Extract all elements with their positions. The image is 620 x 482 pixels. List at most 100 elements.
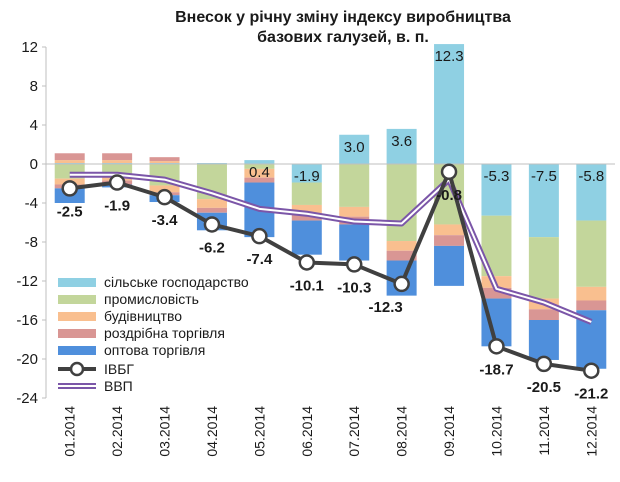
x-tick-label: 01.2014 [62,406,78,457]
legend-swatch [58,278,96,287]
legend-ivbg-marker [69,361,85,377]
ivbg-data-label: -10.1 [290,277,324,294]
bar-segment-agriculture [528,164,559,238]
y-tick-label: -20 [16,351,38,368]
ivbg-point [156,188,173,206]
bar-segment-construction [196,199,227,208]
bar-segment-agriculture [386,128,417,164]
bar-segment-construction [339,206,370,217]
bar-segment-industry [102,164,133,174]
bar-segment-wholesale [434,245,465,286]
bar-segment-extra [149,161,180,164]
agriculture-data-label: 12.3 [434,48,463,65]
bar-segment-retail [244,177,275,183]
y-tick-label: 8 [30,78,38,95]
ivbg-data-label: -6.2 [199,239,225,256]
bar-segment-extra [54,153,85,161]
bar-segment-construction [386,241,417,251]
x-tick-label: 10.2014 [488,406,504,457]
bar-segment-industry [576,220,607,287]
vvp-line-inner [69,173,592,323]
ivbg-point [583,362,600,379]
ivbg-point [393,275,410,293]
ivbg-point [345,256,363,273]
bar-segment-industry [291,182,322,205]
bar-segment-construction [434,224,465,236]
chart-title-line2: базових галузей, в. п. [257,29,429,46]
bar-segment-agriculture [434,44,465,165]
x-tick-label: 11.2014 [536,406,552,456]
x-tick-label: 08.2014 [394,406,410,457]
x-tick-label: 02.2014 [109,406,125,457]
y-tick-label: 0 [30,156,38,173]
x-tick-label: 12.2014 [583,406,599,457]
y-tick-label: -8 [25,234,38,251]
agriculture-data-label: 0.4 [249,164,270,181]
agriculture-data-label: -7.5 [531,168,557,185]
agriculture-data-label: -1.9 [294,168,320,185]
ivbg-point [298,254,316,271]
bar-segment-wholesale [291,220,322,255]
y-tick-label: 12 [21,39,38,56]
bar-segment-retail [386,250,417,261]
agriculture-data-label: -5.8 [578,168,604,185]
bar-segment-construction [576,286,607,301]
ivbg-data-label: -2.5 [57,203,83,220]
ivbg-data-label: -20.5 [527,379,561,396]
ivbg-data-label: -18.7 [479,361,513,378]
ivbg-data-label: -0.8 [436,187,462,204]
legend-label: ІВБГ [104,361,134,377]
legend-label: сільське господарство [104,274,249,290]
y-tick-label: -24 [16,390,38,407]
ivbg-point [535,355,553,373]
bar-segment-retail [434,235,465,246]
bar-segment-extra [54,160,85,164]
ivbg-data-label: -3.4 [152,212,179,229]
ivbg-data-label: -7.4 [246,251,273,268]
ivbg-point [488,338,505,355]
y-tick-label: -12 [16,273,38,290]
plot-area: 12 8 4 0 -4 -8 -12 -16 -20 -24 0.4 -1.9 3.0 3.6 12.3 -5… [16,39,615,457]
bar-segment-construction [149,185,180,193]
legend-swatch [58,329,96,338]
legend-swatch [58,346,96,355]
legend-swatch [58,312,96,321]
bar-segment-retail [481,287,512,299]
x-tick-label: 03.2014 [157,406,173,457]
legend-label: будівництво [104,308,182,324]
bar-segment-agriculture [339,134,370,164]
x-tick-label: 07.2014 [346,406,362,457]
ivbg-data-label: -1.9 [104,198,130,215]
bar-segment-construction [244,168,275,178]
x-tick-label: 09.2014 [441,406,457,457]
legend-label: промисловість [104,291,199,307]
legend: сільське господарствопромисловістьбудівн… [58,274,249,394]
ivbg-data-label: -12.3 [369,299,403,316]
bar-segment-wholesale [528,320,559,360]
ivbg-point [108,174,126,191]
bar-segment-retail [528,309,559,320]
y-tick-label: 4 [30,117,38,134]
legend-label: роздрібна торгівля [104,325,225,341]
ivbg-point [440,163,458,181]
agriculture-data-label: 3.0 [344,139,365,156]
bar-segment-retail [196,207,227,213]
x-tick-label: 04.2014 [204,406,220,457]
bar-segment-agriculture [244,160,275,164]
ivbg-point [251,227,268,245]
bar-segment-industry [528,237,559,299]
y-tick-label: -16 [16,312,38,329]
y-tick-label: -4 [25,195,38,212]
legend-label: ВВП [104,378,133,394]
legend-swatch [58,295,96,304]
ivbg-point [61,180,78,197]
bar-segment-construction [291,204,322,215]
x-tick-label: 05.2014 [251,406,267,457]
legend-label: оптова торгівля [104,342,205,358]
bar-segment-industry [339,164,370,207]
chart-title-line1: Внесок у річну зміну індексу виробництва [175,9,511,26]
bar-segment-wholesale [339,224,370,261]
bar-segment-extra [102,160,133,164]
agriculture-data-label: 3.6 [391,133,412,150]
